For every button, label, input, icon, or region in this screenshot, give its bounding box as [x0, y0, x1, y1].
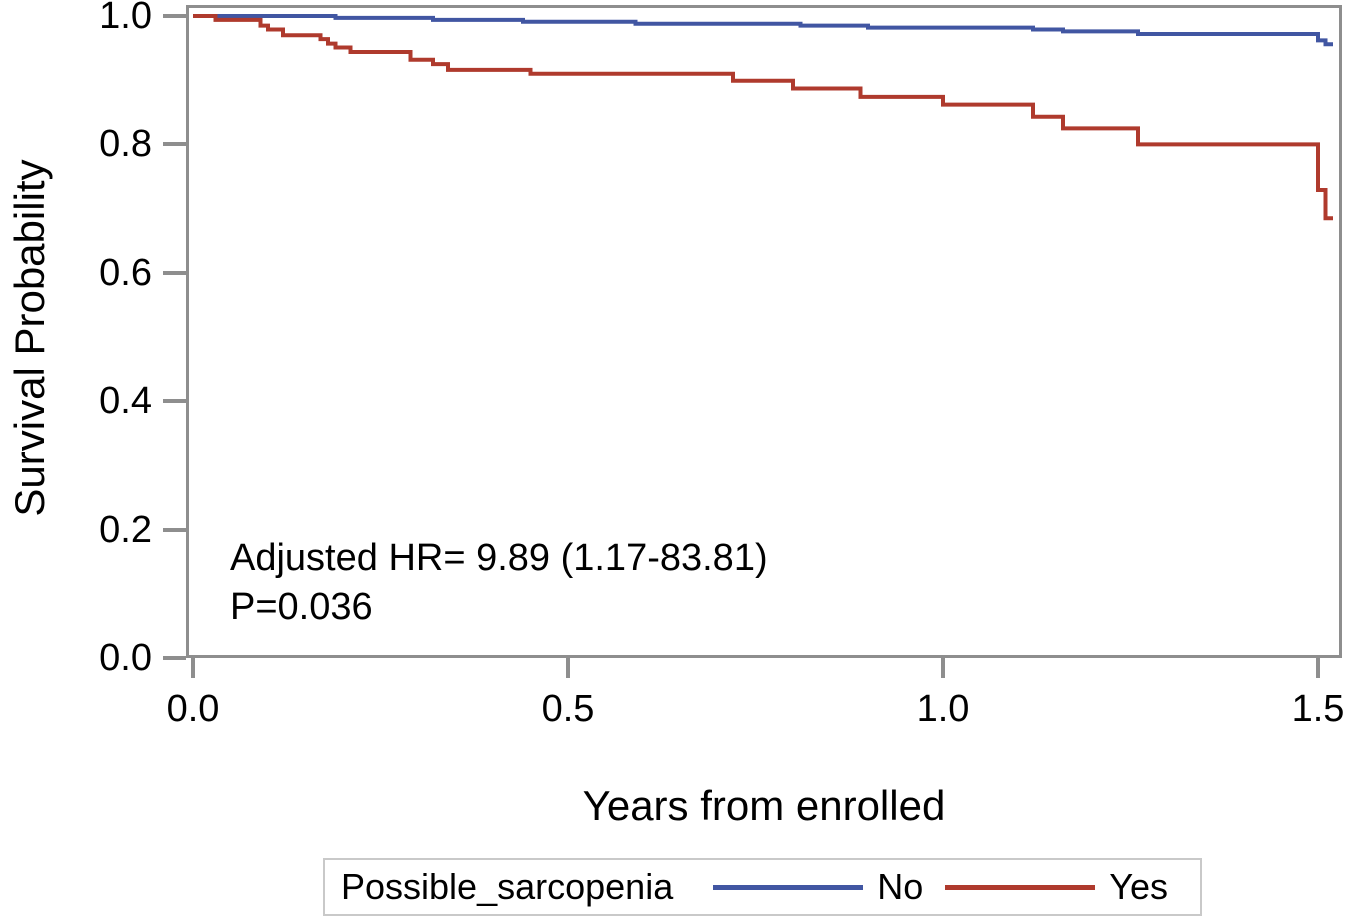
y-tick-mark [163, 399, 186, 404]
y-axis-title: Survival Probability [6, 159, 53, 517]
x-tick-mark [566, 658, 570, 678]
y-tick-label: 0.0 [99, 637, 152, 679]
legend-line-yes-icon [945, 884, 1096, 890]
y-tick-mark [163, 656, 186, 660]
y-tick-label: 0.6 [99, 251, 152, 294]
legend-label-yes: Yes [1109, 866, 1168, 907]
survival-curve-yes [193, 14, 1333, 221]
x-tick-mark [941, 658, 945, 678]
y-tick-mark [163, 142, 186, 147]
y-tick-mark [163, 14, 186, 18]
x-tick-mark [1316, 658, 1320, 678]
legend-title: Possible_sarcopenia [341, 866, 674, 907]
stats-annotation: Adjusted HR= 9.89 (1.17-83.81) P=0.036 [230, 534, 768, 632]
y-tick-label: 1.0 [99, 0, 152, 37]
legend-line-no-icon [713, 884, 864, 890]
survival-curve-no [193, 14, 1333, 47]
x-tick-label: 0.5 [541, 688, 595, 730]
y-tick-label: 0.4 [99, 380, 152, 423]
hazard-ratio-text: Adjusted HR= 9.89 (1.17-83.81) [230, 537, 768, 579]
x-tick-label: 1.0 [916, 688, 970, 730]
legend-box: Possible_sarcopenia No Yes [323, 858, 1202, 916]
x-tick-label: 0.0 [166, 688, 220, 730]
x-tick-label: 1.5 [1291, 688, 1345, 730]
y-tick-mark [163, 270, 186, 275]
x-tick-mark [191, 658, 195, 678]
y-tick-label: 0.2 [99, 508, 152, 551]
y-tick-label: 0.8 [99, 123, 152, 166]
x-axis-title: Years from enrolled [582, 782, 946, 829]
p-value-text: P=0.036 [230, 586, 373, 628]
y-tick-mark [163, 527, 186, 532]
survival-curves-canvas [193, 14, 1333, 221]
legend-label-no: No [877, 866, 924, 907]
